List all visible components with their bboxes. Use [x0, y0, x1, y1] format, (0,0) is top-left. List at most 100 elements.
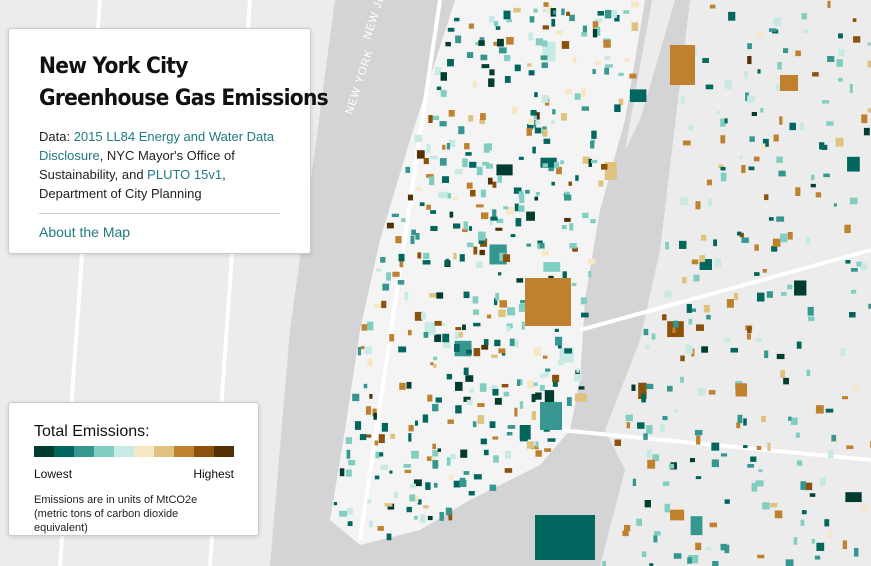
building: [867, 60, 871, 68]
building: [339, 468, 345, 477]
building: [672, 327, 676, 334]
building: [767, 442, 771, 452]
building: [434, 320, 442, 326]
building: [788, 416, 792, 421]
building: [423, 252, 430, 259]
building: [399, 382, 406, 390]
legend-swatch: [174, 446, 194, 457]
building: [526, 211, 535, 221]
building: [448, 110, 455, 117]
building: [801, 13, 807, 20]
building: [542, 163, 548, 168]
building: [516, 278, 524, 283]
building: [649, 563, 654, 566]
building: [429, 293, 437, 298]
building: [439, 158, 447, 166]
building: [804, 482, 813, 491]
building: [368, 520, 373, 528]
building: [417, 499, 422, 505]
building: [439, 121, 447, 127]
building: [346, 507, 353, 515]
building: [604, 9, 612, 19]
building: [662, 481, 670, 486]
building: [646, 449, 652, 459]
building: [380, 464, 389, 471]
building: [796, 460, 803, 466]
building: [431, 456, 436, 464]
building: [548, 167, 554, 172]
building: [754, 244, 759, 251]
building: [574, 393, 587, 402]
building: [623, 524, 631, 532]
building: [777, 62, 782, 70]
building: [569, 243, 577, 249]
building: [761, 143, 766, 151]
building: [800, 481, 807, 490]
building: [502, 254, 511, 263]
building: [540, 157, 557, 168]
building: [449, 211, 454, 218]
building: [680, 96, 685, 104]
link[interactable]: 2015 LL84 Energy and Water Data Disclosu…: [39, 129, 275, 163]
building: [783, 377, 789, 385]
building: [643, 433, 648, 440]
building: [601, 163, 608, 170]
about-link[interactable]: About the Map: [39, 224, 131, 240]
building: [520, 299, 528, 304]
building: [492, 388, 499, 396]
legend-swatch: [214, 446, 234, 457]
building: [492, 181, 497, 188]
building: [381, 300, 387, 308]
building: [581, 32, 588, 37]
building: [447, 58, 454, 67]
building: [799, 122, 804, 131]
building: [492, 436, 499, 440]
building: [420, 312, 426, 320]
building: [819, 477, 826, 486]
building: [506, 206, 514, 215]
building: [764, 194, 769, 201]
building: [478, 40, 485, 46]
building: [519, 401, 524, 409]
building: [625, 414, 633, 422]
building: [604, 162, 617, 180]
building: [801, 510, 807, 515]
building: [530, 109, 537, 116]
building: [462, 158, 468, 168]
building: [741, 237, 749, 243]
building: [521, 321, 525, 330]
building: [408, 424, 414, 432]
building: [436, 292, 444, 299]
building: [682, 277, 687, 284]
building: [825, 408, 834, 413]
building: [414, 420, 419, 426]
building: [463, 367, 469, 376]
building: [551, 119, 555, 124]
building: [863, 127, 870, 136]
building: [455, 327, 462, 331]
building: [378, 434, 385, 444]
building: [435, 397, 442, 403]
building: [629, 89, 647, 103]
building: [427, 515, 433, 521]
building: [398, 346, 407, 353]
legend-swatch: [194, 446, 214, 457]
building: [762, 502, 770, 510]
building: [513, 339, 519, 348]
building: [868, 303, 871, 309]
building: [768, 217, 774, 221]
building: [673, 553, 682, 559]
building: [492, 209, 497, 217]
building: [588, 271, 592, 278]
building: [629, 73, 637, 79]
building: [747, 43, 752, 50]
building: [462, 324, 466, 331]
building: [747, 464, 755, 468]
building: [597, 10, 604, 16]
building: [838, 77, 843, 82]
building: [747, 95, 755, 103]
link[interactable]: PLUTO 15v1: [147, 167, 223, 182]
building: [780, 370, 785, 378]
building: [706, 179, 712, 186]
building: [664, 503, 671, 513]
